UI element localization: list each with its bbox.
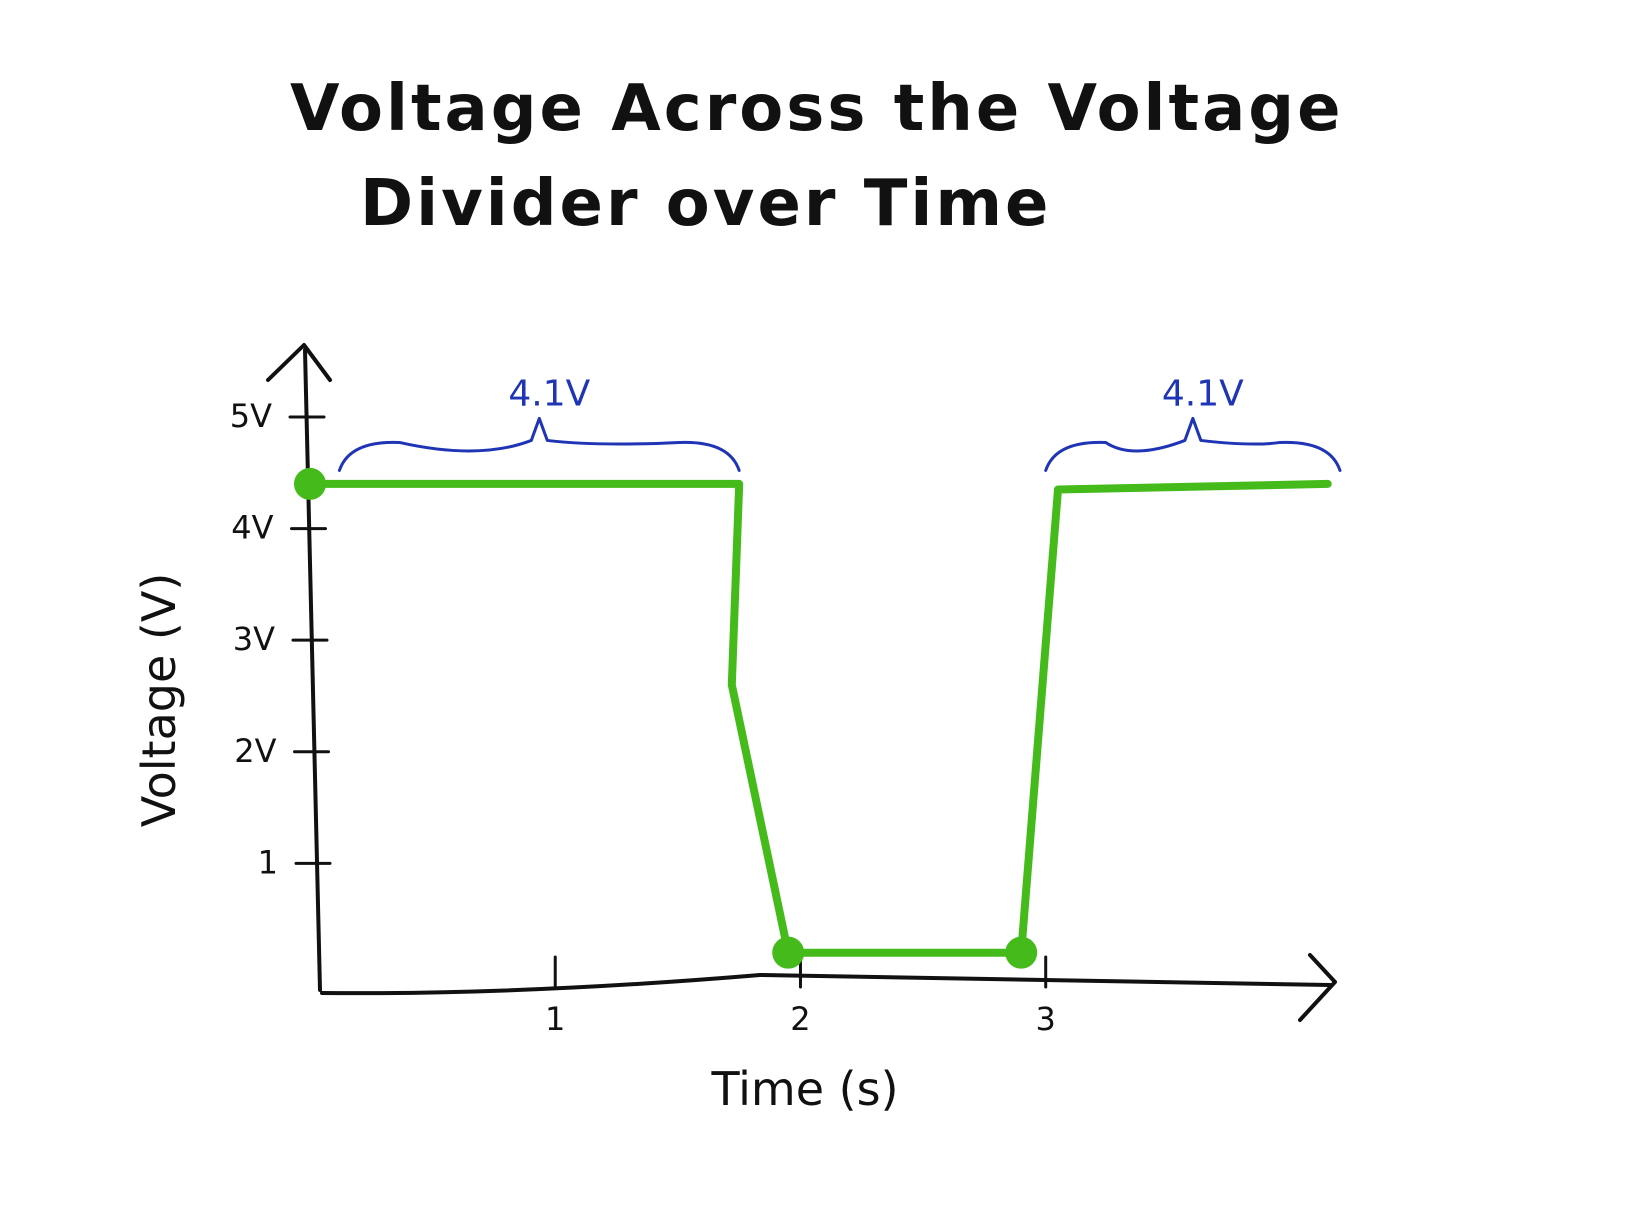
y-axis-line (303, 348, 322, 992)
x-tick-label-1: 1 (545, 1000, 565, 1038)
data-point-marker-1 (294, 467, 326, 500)
data-point-marker-2 (772, 936, 805, 969)
y-tick-label-2: 2V (234, 732, 276, 770)
annotation-brace-1 (337, 416, 741, 472)
y-tick-label-1: 1 (258, 843, 278, 881)
annotation-brace-2 (1044, 416, 1342, 472)
x-axis-line (320, 973, 1332, 996)
y-tick-label-3: 3V (233, 620, 275, 658)
y-axis-ticks: 1 2V 3V 4V 5V (230, 397, 332, 881)
annotation-label-1: 4.1V (508, 373, 590, 414)
x-axis-arrowhead (1298, 953, 1337, 1022)
series-line-1 (306, 479, 1332, 957)
x-axis-ticks: 1 2 3 (545, 955, 1056, 1038)
y-axis-label: Voltage (V) (132, 573, 186, 828)
chart-title-line-2: Divider over Time (360, 167, 1051, 241)
x-tick-label-2: 2 (790, 1000, 810, 1038)
annotation-label-2: 4.1V (1162, 373, 1244, 414)
x-axis-label: Time (s) (710, 1062, 898, 1116)
annotations: 4.1V 4.1V (337, 373, 1342, 472)
data-series (294, 467, 1332, 969)
x-tick-label-3: 3 (1036, 1000, 1056, 1038)
y-axis-arrowhead (266, 343, 332, 382)
data-point-marker-3 (1005, 936, 1038, 969)
chart-title-line-1: Voltage Across the Voltage (290, 72, 1343, 146)
y-tick-label-5: 5V (230, 397, 272, 435)
y-tick-label-4: 4V (231, 509, 273, 547)
